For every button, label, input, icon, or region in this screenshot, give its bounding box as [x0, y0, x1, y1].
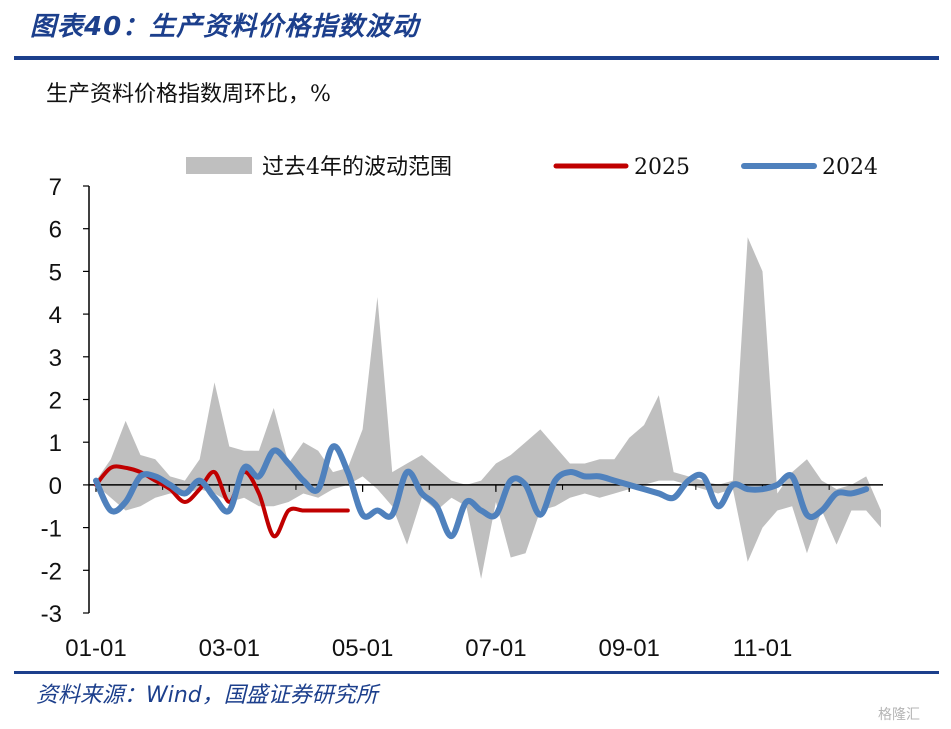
series-line-2025: [94, 464, 350, 539]
y-tick-label: 1: [49, 430, 62, 457]
x-tick-label: 11-01: [733, 635, 793, 662]
header-divider: [14, 56, 939, 60]
y-tick-label: 4: [49, 302, 62, 329]
axis-layer: 7 6 5 4 3 2 1 0 -1 -2 -301-01 03-01 05-01 07-01 09-01 1…: [41, 174, 883, 662]
y-tick-label: -3: [41, 601, 62, 628]
footer-divider: [14, 671, 939, 674]
x-tick-label: 09-01: [599, 635, 660, 662]
series-line-2024: [93, 443, 870, 540]
y-tick-label: 6: [49, 217, 62, 244]
y-tick-label: 5: [49, 259, 62, 286]
y-tick-label: 0: [49, 473, 62, 500]
x-tick-label: 05-01: [332, 635, 393, 662]
y-tick-label: -2: [41, 558, 62, 585]
watermark-text: 格隆汇: [878, 707, 920, 723]
legend-swatch-band: [186, 157, 252, 174]
band-layer: [96, 237, 881, 579]
x-tick-label: 01-01: [65, 635, 126, 662]
source-note: 资料来源：Wind，国盛证券研究所: [36, 683, 378, 708]
y-tick-label: -1: [41, 516, 62, 543]
y-tick-label: 7: [49, 174, 62, 201]
y-tick-label: 3: [49, 345, 62, 372]
series-layer: [93, 443, 870, 540]
y-tick-label: 2: [49, 388, 62, 415]
page-title: 图表40：生产资料价格指数波动: [30, 12, 420, 42]
x-tick-label: 07-01: [465, 635, 526, 662]
x-tick-label: 03-01: [199, 635, 260, 662]
legend-label-band: 过去4年的波动范围: [262, 155, 452, 180]
legend: 过去4年的波动范围 2025 2024: [186, 155, 878, 180]
range-band-area: [96, 237, 881, 579]
chart-subtitle: 生产资料价格指数周环比，%: [46, 82, 331, 107]
legend-label-2024: 2024: [822, 155, 878, 180]
legend-label-2025: 2025: [634, 155, 690, 180]
